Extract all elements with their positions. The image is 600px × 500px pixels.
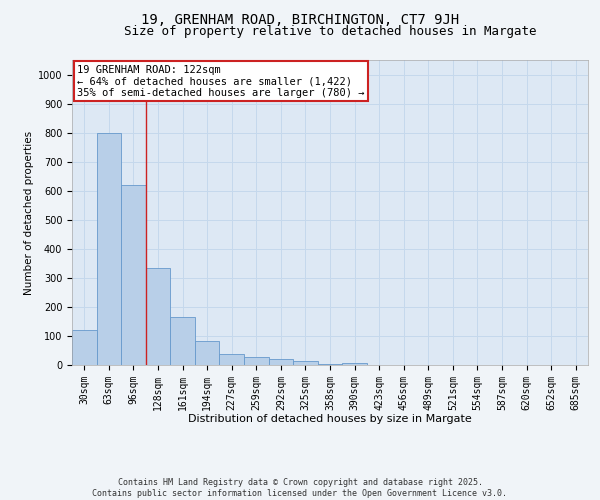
Bar bbox=[121, 185, 146, 365]
Bar bbox=[97, 132, 121, 365]
Bar bbox=[244, 357, 269, 365]
Bar bbox=[220, 354, 244, 365]
Text: 19 GRENHAM ROAD: 122sqm
← 64% of detached houses are smaller (1,422)
35% of semi: 19 GRENHAM ROAD: 122sqm ← 64% of detache… bbox=[77, 64, 365, 98]
Title: Size of property relative to detached houses in Margate: Size of property relative to detached ho… bbox=[124, 25, 536, 38]
Bar bbox=[293, 360, 318, 365]
Bar bbox=[146, 268, 170, 365]
Bar bbox=[195, 341, 220, 365]
Text: Contains HM Land Registry data © Crown copyright and database right 2025.
Contai: Contains HM Land Registry data © Crown c… bbox=[92, 478, 508, 498]
Text: 19, GRENHAM ROAD, BIRCHINGTON, CT7 9JH: 19, GRENHAM ROAD, BIRCHINGTON, CT7 9JH bbox=[141, 12, 459, 26]
Bar bbox=[269, 358, 293, 365]
X-axis label: Distribution of detached houses by size in Margate: Distribution of detached houses by size … bbox=[188, 414, 472, 424]
Y-axis label: Number of detached properties: Number of detached properties bbox=[23, 130, 34, 294]
Bar bbox=[342, 362, 367, 365]
Bar bbox=[318, 364, 342, 365]
Bar bbox=[170, 317, 195, 365]
Bar bbox=[72, 330, 97, 365]
